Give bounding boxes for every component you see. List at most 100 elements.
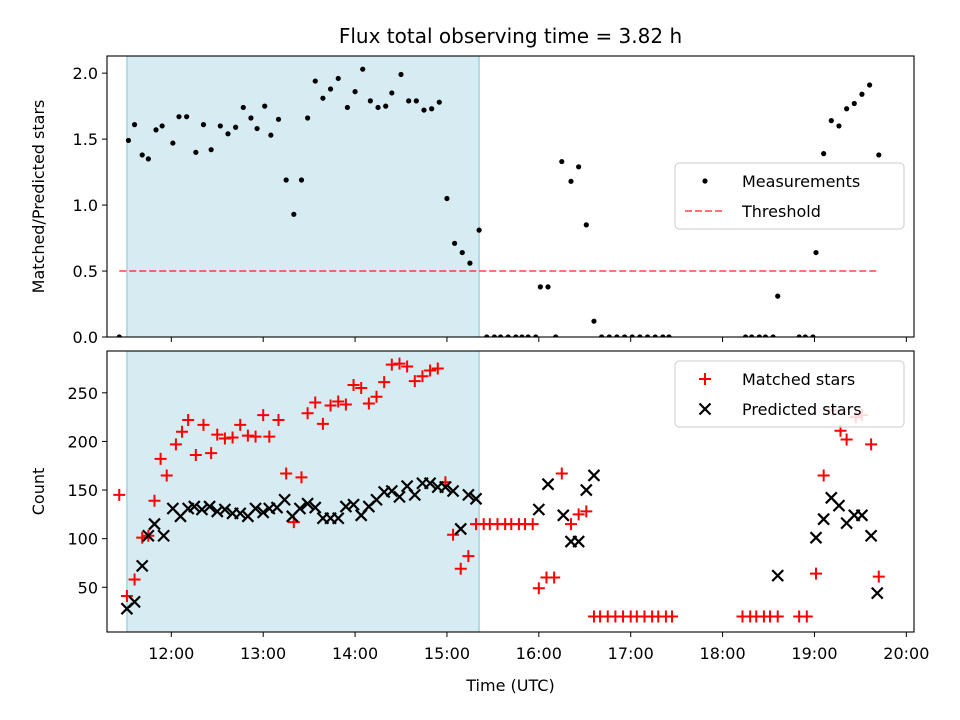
matched-star-point <box>347 379 360 392</box>
predicted-star-point <box>210 505 224 518</box>
matched-star-point <box>234 418 247 431</box>
matched-star-point <box>176 425 189 438</box>
matched-star-point <box>249 430 262 443</box>
measurement-point <box>876 152 882 158</box>
predicted-star-point <box>864 529 878 543</box>
measurement-point <box>406 98 412 104</box>
y-tick: 200 <box>67 432 107 451</box>
matched-star-point <box>332 395 345 408</box>
measurement-point <box>505 334 511 337</box>
y-tick-label: 0.5 <box>73 262 98 281</box>
measurement-point <box>666 334 672 337</box>
matched-star-point <box>817 469 830 482</box>
measurement-point <box>320 95 326 101</box>
predicted-star-point <box>870 586 884 600</box>
x-tick-label: 17:00 <box>608 644 654 663</box>
matched-star-point <box>295 471 308 484</box>
x-tick: 14:00 <box>332 632 378 663</box>
matched-star-point <box>154 452 167 465</box>
predicted-star-point <box>293 502 307 515</box>
measurement-point <box>844 106 850 112</box>
matched-star-point <box>416 370 429 383</box>
predicted-star-point <box>385 484 399 498</box>
legend-predicted-marker <box>698 402 712 416</box>
matched-star-point <box>555 467 568 480</box>
predicted-star-point <box>855 509 869 522</box>
measurement-point <box>176 114 182 120</box>
matched-star-point <box>370 390 383 403</box>
x-tick-label: 15:00 <box>424 644 470 663</box>
y-tick: 50 <box>78 578 107 597</box>
x-tick-label: 20:00 <box>883 644 929 663</box>
measurement-point <box>821 151 827 157</box>
predicted-star-point <box>278 493 291 507</box>
measurement-point <box>131 122 138 128</box>
matched-star-point <box>401 360 414 373</box>
matched-star-point <box>580 505 593 518</box>
measurement-point <box>533 334 539 337</box>
measurement-point <box>429 106 435 112</box>
x-tick: 18:00 <box>700 632 746 663</box>
measurement-point <box>375 104 381 111</box>
measurement-point <box>859 91 865 97</box>
ratio-panel: 0.0 0.5 1.0 1.5 2.0 Flux total observing time… <box>29 24 915 347</box>
series-dots <box>116 66 882 337</box>
measurement-point <box>756 334 762 337</box>
predicted-star-point <box>157 529 170 543</box>
measurement-point <box>344 104 351 111</box>
matched-star-point <box>424 364 437 377</box>
matched-star-point <box>263 430 276 443</box>
measurement-point <box>159 123 165 129</box>
measurement-point <box>525 334 531 337</box>
series-plus <box>113 357 885 623</box>
matched-star-point <box>454 562 467 575</box>
x-tick-label: 18:00 <box>700 644 746 663</box>
measurement-point <box>200 122 207 128</box>
matched-star-point <box>160 469 173 482</box>
measurement-point <box>352 89 358 95</box>
x-axis-label: Time (UTC) <box>465 676 554 695</box>
predicted-star-point <box>423 476 437 490</box>
measurement-point <box>796 334 802 337</box>
y-tick: 1.0 <box>73 196 107 215</box>
matched-star-point <box>197 418 210 431</box>
measurement-point <box>568 178 574 184</box>
x-tick-label: 16:00 <box>516 644 562 663</box>
predicted-star-point <box>142 529 155 543</box>
measurement-point <box>335 75 341 82</box>
x-tick: 20:00 <box>883 632 929 663</box>
legend-label: Threshold <box>741 202 821 221</box>
matched-star-point <box>169 438 182 451</box>
matched-star-point <box>771 610 784 623</box>
measurement-point <box>583 222 589 228</box>
matched-star-point <box>316 417 329 430</box>
predicted-star-point <box>832 499 846 512</box>
x-tick-label: 19:00 <box>791 644 837 663</box>
matched-star-point <box>324 399 337 412</box>
measurement-point <box>268 132 274 138</box>
matched-star-point <box>113 488 126 501</box>
measurement-point <box>184 114 190 120</box>
measurement-point <box>553 334 559 337</box>
x-tick: 17:00 <box>608 632 654 663</box>
axes-frame <box>106 350 915 633</box>
matched-star-point <box>809 567 822 580</box>
measurement-point <box>660 334 666 337</box>
measurement-point <box>810 334 816 337</box>
predicted-star-point <box>408 488 422 502</box>
measurement-point <box>312 78 318 84</box>
matched-star-point <box>564 518 577 531</box>
y-tick-label: 1.0 <box>73 196 98 215</box>
measurement-point <box>305 115 311 121</box>
predicted-star-point <box>339 500 353 513</box>
x-tick: 15:00 <box>424 632 470 663</box>
measurement-point <box>413 98 419 104</box>
measurement-point <box>519 334 525 337</box>
measurement-point <box>644 334 651 337</box>
measurement-point <box>866 82 873 88</box>
matched-star-point <box>309 396 322 409</box>
measurement-point <box>762 334 769 337</box>
predicted-star-point <box>532 503 546 516</box>
legend-box <box>674 162 905 230</box>
measurement-point <box>208 147 214 153</box>
